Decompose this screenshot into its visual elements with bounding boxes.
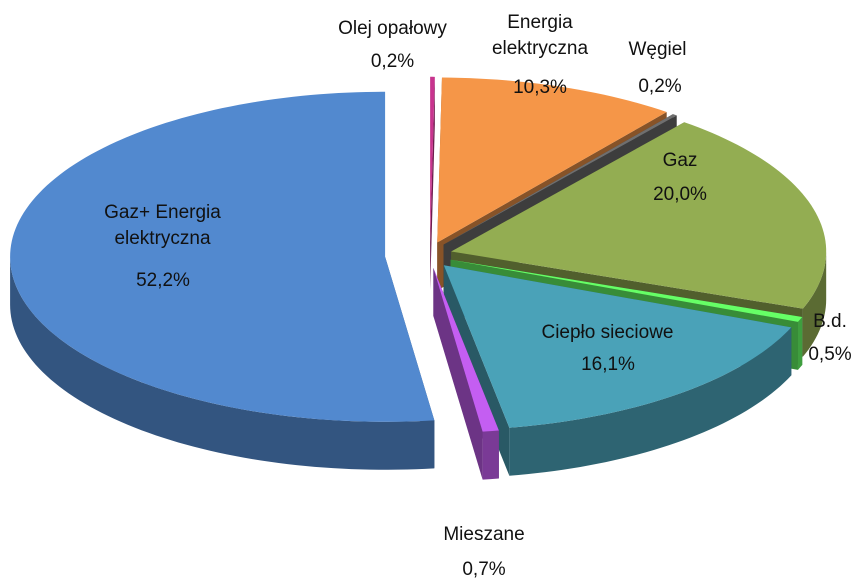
slice-side [430, 76, 435, 290]
value-label: 0,7% [462, 559, 506, 580]
slice [433, 268, 499, 432]
value-label: 10,3% [513, 77, 567, 98]
slice [10, 91, 435, 422]
slice-wall [509, 327, 792, 476]
slice [443, 265, 792, 428]
slice-label: Olej opałowy [338, 18, 447, 39]
slice-wall [797, 317, 803, 370]
slice-wall [10, 256, 435, 470]
slice [437, 77, 667, 243]
value-label: 52,2% [136, 270, 190, 291]
slice-label: Węgiel [628, 39, 687, 60]
value-label: 0,2% [638, 76, 682, 97]
slice-label: Gaz+ Energia elektryczna [104, 202, 221, 249]
value-label: 16,1% [581, 354, 635, 375]
value-label: 0,2% [370, 51, 415, 72]
value-label: 20,0% [653, 184, 707, 205]
slice-label: B.d. [813, 311, 847, 332]
slice-wall [802, 251, 827, 357]
slice-label: Gaz [662, 150, 698, 171]
slice [451, 122, 827, 309]
slice-label: Energia elektryczna [491, 12, 589, 59]
slice [430, 76, 435, 242]
value-label: 0,5% [808, 344, 852, 365]
slice-label: Mieszane [443, 524, 525, 545]
slice [443, 114, 677, 245]
slice-label: Ciepło sieciowe [541, 322, 674, 343]
slice-wall [482, 430, 499, 480]
slice-side [433, 268, 483, 480]
slice [450, 259, 803, 322]
